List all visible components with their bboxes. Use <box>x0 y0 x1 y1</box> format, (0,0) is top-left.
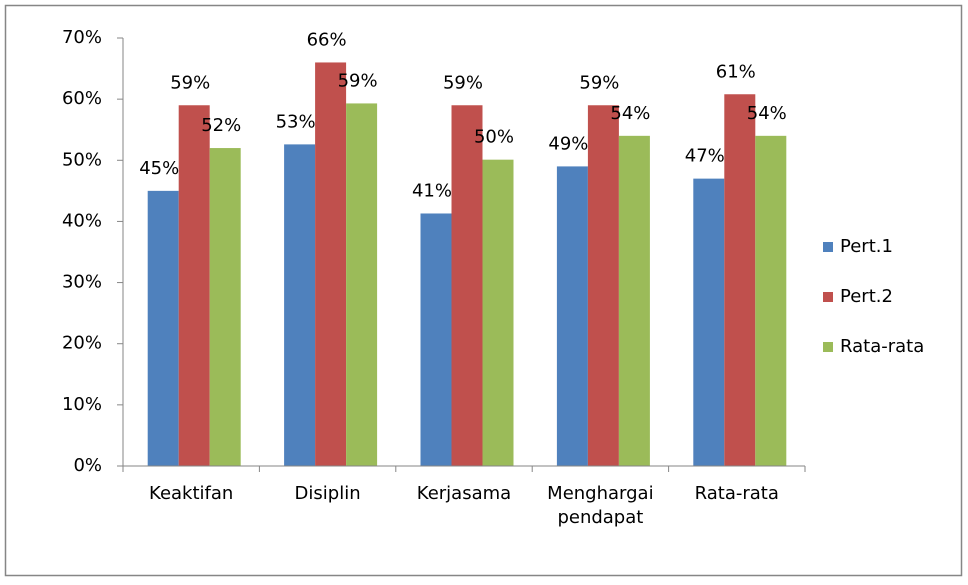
data-label: 59% <box>579 72 619 93</box>
legend-label: Pert.1 <box>840 236 893 257</box>
y-tick-label: 10% <box>62 394 102 415</box>
bar <box>618 135 650 467</box>
legend-swatch <box>823 292 833 302</box>
data-label: 59% <box>443 72 483 93</box>
data-label: 50% <box>474 127 514 148</box>
data-label: 45% <box>139 158 179 179</box>
bar <box>178 105 210 466</box>
bar <box>451 105 483 466</box>
data-label: 49% <box>548 133 588 154</box>
bar <box>315 62 347 466</box>
x-tick-label: Kerjasama <box>416 483 512 504</box>
x-tick-label: Menghargai pendapat <box>547 483 654 528</box>
bar <box>724 94 756 466</box>
bar <box>556 166 588 466</box>
x-tick-label-box: Kerjasama <box>416 483 512 504</box>
legend-swatch <box>823 342 833 352</box>
y-tick-label: 70% <box>62 27 102 48</box>
data-label: 66% <box>307 29 347 50</box>
bar <box>693 178 725 466</box>
y-tick-label: 50% <box>62 149 102 170</box>
bar <box>420 213 452 466</box>
x-tick-label: Keaktifan <box>149 483 234 504</box>
y-tick-label: 0% <box>73 455 102 476</box>
bar <box>284 144 316 467</box>
bar <box>346 103 378 467</box>
data-label: 47% <box>685 146 725 167</box>
legend-swatch <box>823 242 833 252</box>
y-tick-label: 30% <box>62 272 102 293</box>
x-tick-label-box: Disiplin <box>294 483 361 504</box>
bar <box>755 135 787 467</box>
bar <box>587 105 619 466</box>
data-label: 53% <box>276 111 316 132</box>
y-tick-label: 40% <box>62 210 102 231</box>
legend-label: Pert.2 <box>840 286 893 307</box>
data-label: 52% <box>201 115 241 136</box>
y-tick-label: 60% <box>62 88 102 109</box>
x-tick-label-box: Menghargai pendapat <box>547 483 654 528</box>
x-tick-label-box: Rata-rata <box>694 483 779 504</box>
data-label: 41% <box>412 180 452 201</box>
x-tick-label-box: Keaktifan <box>149 483 234 504</box>
x-tick-label: Rata-rata <box>694 483 779 504</box>
data-label: 61% <box>716 61 756 82</box>
data-label: 54% <box>610 103 650 124</box>
bar <box>147 190 179 466</box>
bar <box>209 148 241 467</box>
data-label: 59% <box>338 70 378 91</box>
bar <box>482 159 514 466</box>
x-tick-label: Disiplin <box>294 483 361 504</box>
y-tick-label: 20% <box>62 333 102 354</box>
legend-label: Rata-rata <box>840 336 924 357</box>
data-label: 54% <box>747 103 787 124</box>
data-label: 59% <box>170 72 210 93</box>
